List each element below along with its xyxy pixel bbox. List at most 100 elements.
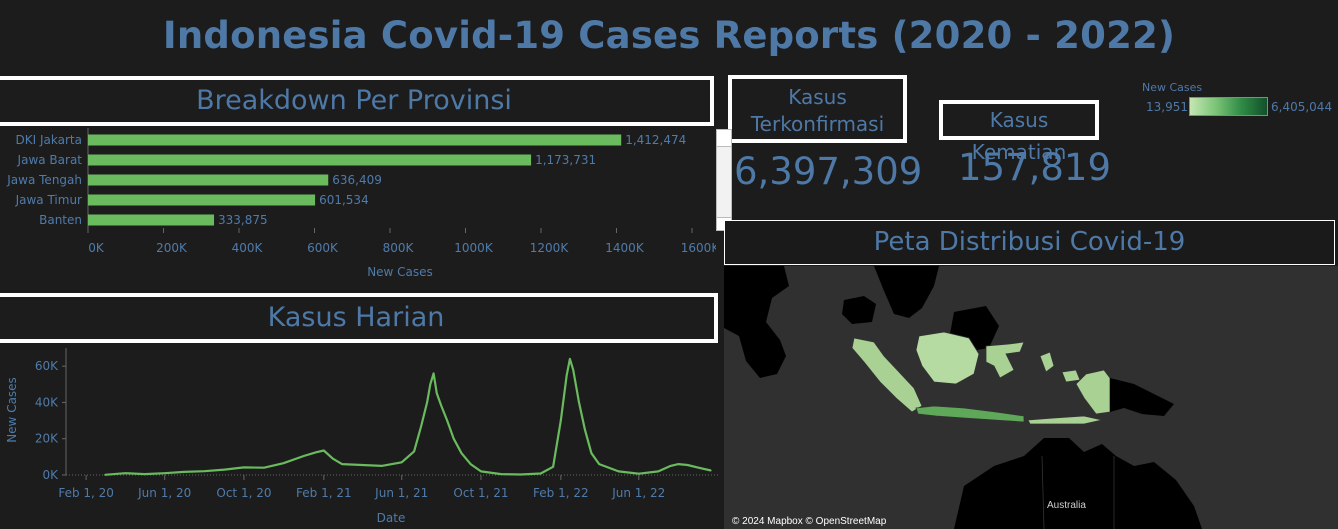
x-tick-label: 800K — [383, 241, 415, 255]
daily-cases-line-chart[interactable]: 0K 20K 40K 60K Feb 1, 20 Jun 1, 20 Oct 1, 20 Fe… — [0, 340, 722, 529]
y-tick-label: 0K — [42, 468, 59, 482]
daily-cases-point[interactable] — [163, 472, 166, 474]
province-bar[interactable] — [88, 214, 215, 226]
kalimantan[interactable] — [915, 331, 980, 385]
daily-cases-point[interactable] — [143, 473, 146, 475]
x-axis-title: Date — [377, 511, 406, 525]
daily-cases-point[interactable] — [552, 466, 554, 468]
daily-cases-point[interactable] — [341, 463, 343, 465]
daily-cases-point[interactable] — [590, 452, 593, 455]
x-tick-label: 1600K — [681, 241, 716, 255]
x-tick-label: Jun 1, 21 — [374, 486, 428, 500]
confirmed-cases-label: Kasus Terkonfirmasi — [728, 75, 907, 143]
malaysia-sabah — [842, 296, 876, 324]
daily-cases-point[interactable] — [426, 401, 428, 404]
province-label: Jawa Barat — [17, 153, 83, 167]
daily-cases-point[interactable] — [413, 450, 415, 453]
papua[interactable] — [1075, 369, 1111, 415]
legend-max-value: 6,405,044 — [1271, 100, 1333, 114]
x-tick-label: Feb 1, 21 — [296, 486, 352, 500]
scrollbar-thumb[interactable] — [717, 146, 731, 218]
x-tick-label: 1200K — [530, 241, 570, 255]
death-cases-value: 157,819 — [958, 146, 1112, 189]
daily-cases-point[interactable] — [584, 428, 586, 431]
daily-cases-point[interactable] — [361, 464, 363, 466]
daily-cases-point[interactable] — [480, 470, 482, 473]
province-value-label: 1,173,731 — [535, 153, 596, 167]
map-credit: © 2024 Mapbox © OpenStreetMap — [732, 516, 887, 527]
mainland-asia — [724, 266, 789, 378]
daily-cases-point[interactable] — [669, 465, 672, 467]
daily-cases-point[interactable] — [637, 472, 640, 475]
nusa-tenggara[interactable] — [1027, 415, 1103, 425]
daily-cases-point[interactable] — [323, 449, 325, 452]
daily-cases-point[interactable] — [469, 463, 472, 465]
daily-cases-point[interactable] — [569, 358, 571, 360]
daily-cases-point[interactable] — [380, 465, 383, 467]
x-tick-label: Jun 1, 22 — [611, 486, 665, 500]
daily-cases-point[interactable] — [124, 472, 126, 474]
daily-cases-point[interactable] — [710, 469, 712, 472]
daily-cases-point[interactable] — [263, 466, 265, 469]
sulawesi[interactable] — [985, 341, 1025, 379]
province-bar-chart[interactable]: DKI Jakarta 1,412,474 Jawa Barat 1,173,731 J… — [0, 126, 716, 286]
province-value-label: 1,412,474 — [625, 133, 686, 147]
daily-cases-point[interactable] — [302, 455, 305, 457]
legend-color-ramp — [1189, 97, 1268, 116]
map-panel-title: Peta Distribusi Covid-19 — [724, 220, 1335, 265]
daily-cases-point[interactable] — [677, 463, 680, 465]
daily-cases-point[interactable] — [657, 470, 660, 473]
province-value-label: 333,875 — [218, 213, 268, 227]
daily-cases-point[interactable] — [440, 405, 443, 407]
daily-cases-point[interactable] — [282, 462, 285, 465]
y-tick-label: 60K — [35, 359, 59, 373]
daily-cases-point[interactable] — [436, 392, 438, 395]
province-bar[interactable] — [88, 194, 316, 206]
covid-distribution-map[interactable] — [724, 266, 1338, 529]
daily-cases-point[interactable] — [598, 463, 600, 465]
x-tick-label: 400K — [232, 241, 264, 255]
legend-title: New Cases — [1142, 81, 1203, 94]
province-value-label: 601,534 — [319, 193, 369, 207]
x-tick-label: Oct 1, 21 — [453, 486, 508, 500]
x-tick-label: Jun 1, 20 — [137, 486, 191, 500]
province-bar[interactable] — [88, 134, 622, 146]
daily-cases-point[interactable] — [315, 451, 317, 454]
daily-cases-point[interactable] — [223, 468, 226, 471]
daily-cases-point[interactable] — [420, 425, 423, 427]
daily-cases-point[interactable] — [519, 473, 522, 476]
daily-cases-point[interactable] — [104, 474, 106, 476]
daily-cases-point[interactable] — [697, 466, 700, 469]
daily-cases-point[interactable] — [686, 464, 689, 466]
daily-cases-point[interactable] — [183, 471, 185, 473]
daily-cases-point[interactable] — [578, 401, 580, 404]
java[interactable] — [915, 405, 1025, 423]
daily-cases-series-line[interactable] — [104, 357, 712, 476]
bar-chart-scrollbar[interactable] — [716, 129, 732, 231]
daily-cases-point[interactable] — [565, 374, 568, 377]
province-label: Jawa Tengah — [6, 173, 82, 187]
daily-cases-point[interactable] — [617, 470, 620, 473]
dashboard-title: Indonesia Covid-19 Cases Reports (2020 -… — [162, 14, 1176, 57]
province-bar[interactable] — [88, 174, 329, 186]
province-panel-title: Breakdown Per Provinsi — [0, 76, 714, 126]
daily-cases-point[interactable] — [429, 383, 432, 386]
daily-cases-point[interactable] — [332, 457, 334, 460]
confirmed-cases-value: 6,397,309 — [734, 150, 923, 193]
province-bar[interactable] — [88, 154, 532, 166]
daily-cases-point[interactable] — [400, 461, 403, 464]
daily-cases-point[interactable] — [243, 466, 245, 469]
province-label: Jawa Timur — [15, 193, 82, 207]
daily-cases-point[interactable] — [460, 452, 463, 455]
daily-cases-point[interactable] — [432, 372, 435, 375]
daily-cases-point[interactable] — [500, 473, 502, 475]
daily-cases-point[interactable] — [560, 419, 562, 422]
australia-label: Australia — [1047, 500, 1086, 511]
y-axis-title: New Cases — [5, 377, 19, 443]
daily-cases-point[interactable] — [446, 419, 448, 422]
daily-cases-point[interactable] — [539, 472, 542, 475]
daily-cases-point[interactable] — [572, 368, 574, 371]
daily-cases-point[interactable] — [452, 437, 455, 440]
papua-new-guinea — [1110, 378, 1174, 416]
daily-cases-point[interactable] — [203, 470, 206, 472]
